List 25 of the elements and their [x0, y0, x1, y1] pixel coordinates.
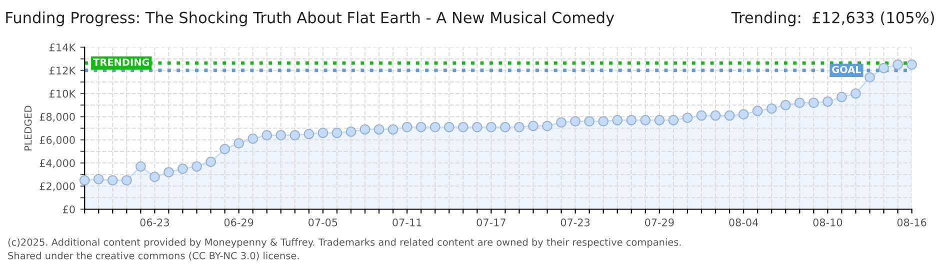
ref-line-label: GOAL: [832, 66, 862, 74]
x-tick-label: 07-29: [644, 218, 674, 226]
x-tick-label: 06-29: [224, 218, 254, 226]
x-tick-label: 07-05: [308, 218, 338, 226]
y-tick-label: £4,000: [40, 159, 75, 168]
text: (c)2025. Additional content provided by Moneypenny & Tuffrey. Trademarks and related content are owned by their respective companies.: [8, 238, 681, 248]
y-tick-label: £6,000: [40, 136, 75, 145]
ref-line-label: TRENDING: [93, 58, 149, 66]
x-tick-label: 08-10: [813, 218, 842, 226]
x-tick-label: 08-04: [729, 218, 758, 226]
y-tick-label: £14K: [50, 43, 76, 52]
y-axis-title: PLEDGED: [24, 106, 32, 150]
x-tick-label: 07-23: [560, 218, 590, 226]
x-tick-label: 07-17: [476, 218, 506, 226]
y-tick-label: £12K: [50, 66, 76, 74]
x-tick-label: 06-23: [140, 218, 169, 226]
y-tick-label: £0: [62, 205, 75, 214]
chart-title: Funding Progress: The Shocking Truth About Flat Earth - A New Musical Comedy: [6, 12, 614, 26]
text: Shared under the creative commons (CC BY-NC 3.0) license.: [8, 252, 299, 260]
y-tick-label: £8,000: [40, 112, 75, 122]
y-tick-label: £2,000: [40, 182, 75, 192]
x-tick-label: 07-11: [392, 218, 422, 226]
x-tick-label: 08-16: [897, 218, 926, 226]
chart-subtitle: Trending: £12,633 (105%): [731, 12, 934, 26]
y-tick-label: £10K: [50, 90, 76, 98]
